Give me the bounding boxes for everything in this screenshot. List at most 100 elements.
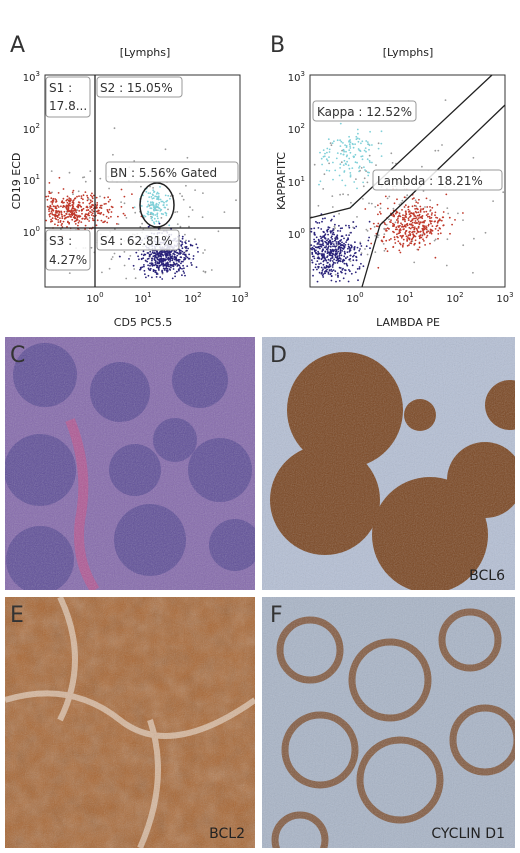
event-dot [169, 197, 171, 200]
event-dot [143, 269, 146, 272]
event-dot [85, 206, 88, 209]
event-dot [314, 240, 317, 243]
event-dot [368, 148, 370, 151]
event-dot [331, 195, 334, 198]
event-dot [348, 226, 351, 229]
event-dot [366, 230, 369, 232]
event-dot [406, 194, 409, 197]
event-dot [189, 243, 192, 246]
event-dot [419, 211, 422, 213]
event-dot [331, 206, 334, 208]
event-dot [366, 253, 369, 256]
event-dot [176, 254, 179, 257]
event-dot [147, 211, 150, 214]
tick-exponent: 2 [459, 291, 463, 299]
event-dot [357, 132, 359, 135]
event-dot [63, 205, 66, 208]
event-dot [404, 204, 407, 207]
event-dot [164, 194, 167, 197]
event-dot [72, 193, 74, 196]
event-dot [52, 200, 55, 202]
histology-image [5, 337, 255, 590]
event-dot [192, 258, 195, 260]
event-dot [356, 128, 359, 131]
event-dot [327, 243, 329, 246]
event-dot [366, 158, 369, 161]
event-dot [334, 270, 337, 273]
event-dot [353, 246, 356, 248]
event-dot [69, 204, 71, 207]
event-dot [320, 272, 323, 275]
event-dot [472, 271, 474, 274]
event-dot [148, 204, 151, 207]
event-dot [446, 238, 449, 241]
event-dot [167, 208, 169, 211]
event-dot [171, 257, 174, 260]
event-dot [313, 232, 316, 235]
event-dot [421, 165, 423, 168]
event-dot [349, 139, 351, 141]
event-dot [51, 201, 54, 204]
event-dot [413, 215, 416, 217]
event-dot [449, 232, 451, 235]
event-dot [358, 165, 361, 168]
event-dot [343, 159, 346, 162]
event-dot [434, 256, 437, 259]
event-dot [71, 204, 74, 207]
event-dot [157, 254, 160, 257]
event-dot [90, 194, 92, 197]
event-dot [342, 149, 345, 152]
event-dot [349, 258, 352, 260]
event-dot [321, 217, 324, 220]
event-dot [421, 217, 424, 220]
event-dot [156, 258, 159, 260]
event-dot [78, 220, 81, 222]
event-dot [361, 155, 364, 158]
event-dot [194, 238, 196, 241]
event-dot [45, 219, 48, 222]
event-dot [434, 149, 437, 152]
event-dot [48, 210, 50, 213]
event-dot [82, 202, 84, 204]
event-dot [155, 193, 158, 195]
event-dot [317, 204, 320, 207]
event-dot [402, 238, 405, 241]
event-dot [153, 206, 155, 209]
event-dot [338, 260, 341, 262]
event-dot [195, 243, 198, 246]
event-dot [423, 233, 426, 235]
event-dot [318, 241, 321, 243]
event-dot [165, 256, 168, 259]
event-dot [390, 238, 392, 240]
event-dot [400, 235, 403, 238]
event-dot [323, 173, 326, 176]
event-dot [324, 240, 326, 243]
event-dot [99, 177, 102, 180]
event-dot [334, 273, 337, 276]
event-dot [151, 262, 154, 265]
event-dot [77, 190, 80, 193]
event-dot [359, 242, 362, 245]
event-dot [413, 243, 416, 246]
event-dot [83, 176, 86, 179]
event-dot [392, 225, 395, 228]
event-dot [330, 275, 333, 277]
event-dot [49, 212, 52, 215]
event-dot [315, 236, 318, 239]
event-dot [57, 206, 60, 208]
event-dot [49, 207, 51, 210]
gate-label: S3 : [49, 234, 72, 248]
event-dot [352, 259, 355, 262]
event-dot [325, 241, 328, 244]
event-dot [334, 253, 336, 256]
event-dot [152, 197, 155, 200]
event-dot [331, 235, 333, 238]
panel-letter: A [10, 33, 25, 58]
tick-exponent: 3 [36, 70, 40, 78]
event-dot [331, 266, 334, 268]
event-dot [333, 258, 335, 261]
x-tick-label: 102 [184, 291, 201, 305]
event-dot [406, 236, 409, 239]
event-dot [442, 211, 445, 213]
event-dot [66, 201, 69, 204]
